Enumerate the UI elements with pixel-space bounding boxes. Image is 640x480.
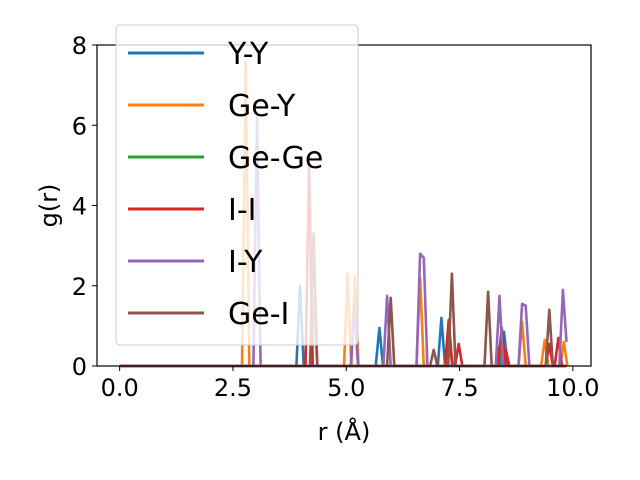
x-tick-label: 10.0 [546, 374, 599, 402]
ticks-layer: 0.0 2.5 5.0 7.5 10.0 0 2 4 6 8 [72, 32, 600, 402]
x-tick-label: 2.5 [214, 374, 252, 402]
legend-label-ge-ge: Ge-Ge [228, 141, 323, 176]
x-axis-label: r (Å) [318, 417, 371, 446]
legend-label-i-y: I-Y [228, 245, 263, 280]
x-tick-label: 5.0 [327, 374, 365, 402]
y-tick-label: 0 [72, 353, 87, 381]
y-tick-label: 4 [72, 193, 87, 221]
legend-label-i-i: I-I [228, 193, 257, 228]
x-tick-label: 0.0 [101, 374, 139, 402]
y-tick-label: 6 [72, 112, 87, 140]
legend-items: Y-Y Ge-Y Ge-Ge I-I I-Y Ge-I [128, 37, 323, 332]
x-tick-label: 7.5 [440, 374, 478, 402]
legend-label-ge-i: Ge-I [228, 297, 289, 332]
legend: Y-Y Ge-Y Ge-Ge I-I I-Y Ge-I [115, 24, 359, 346]
y-tick-label: 2 [72, 273, 87, 301]
legend-label-ge-y: Ge-Y [228, 89, 296, 124]
legend-label-y-y: Y-Y [227, 37, 269, 72]
y-tick-label: 8 [72, 32, 87, 60]
y-axis-label: g(r) [35, 184, 63, 228]
